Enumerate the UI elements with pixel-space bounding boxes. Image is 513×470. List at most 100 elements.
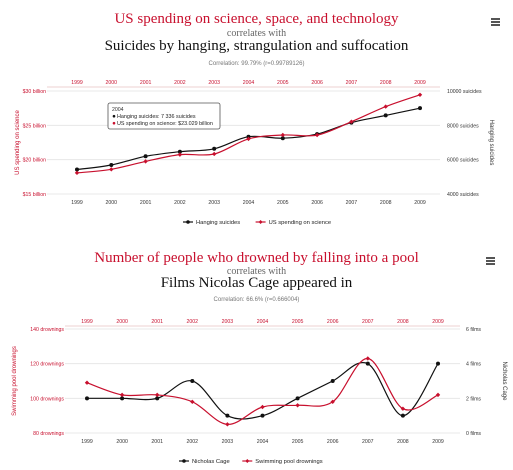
x-bottom-tick-label: 2004 bbox=[243, 200, 255, 206]
x-bottom-tick-label: 2008 bbox=[380, 200, 392, 206]
hamburger-menu-icon[interactable] bbox=[491, 18, 500, 26]
x-top-tick-label: 2003 bbox=[222, 319, 234, 325]
us-spending-on-science-point bbox=[383, 104, 388, 109]
legend-item-nicholas-cage: Nicholas Cage bbox=[192, 459, 230, 465]
x-bottom-tick-label: 1999 bbox=[71, 200, 83, 206]
hanging-suicides-point bbox=[143, 154, 148, 159]
hanging-suicides-point bbox=[75, 167, 79, 172]
swimming-pool-drownings-point bbox=[435, 392, 441, 398]
nicholas-cage-line bbox=[86, 361, 439, 420]
x-bottom-tick-label: 2001 bbox=[140, 200, 152, 206]
hanging-suicides-point bbox=[177, 149, 182, 154]
chart-title: Number of people who drowned by falling … bbox=[94, 250, 419, 266]
correlation-text: Correlation: 99.79% (r=0.99789126) bbox=[208, 61, 305, 67]
legend-item-swimming-pool-drownings: Swimming pool drownings bbox=[255, 459, 322, 465]
us-spending-on-science-point bbox=[74, 170, 80, 176]
hanging-suicides-point bbox=[383, 113, 388, 118]
nicholas-cage-point bbox=[330, 379, 335, 383]
swimming-pool-drownings-point bbox=[225, 422, 230, 427]
y-left-tick-label: $20 billion bbox=[23, 158, 46, 164]
nicholas-cage-point bbox=[190, 379, 195, 383]
x-top-tick-label: 2001 bbox=[140, 80, 152, 86]
x-bottom-tick-label: 2008 bbox=[397, 439, 409, 445]
tooltip-year: 2004 bbox=[112, 107, 124, 113]
y-right-tick-label: 2 films bbox=[466, 396, 481, 402]
hamburger-menu-icon[interactable] bbox=[486, 257, 495, 265]
x-bottom-tick-label: 2001 bbox=[151, 439, 163, 445]
x-top-tick-label: 2005 bbox=[292, 319, 304, 325]
swimming-pool-drownings-point bbox=[155, 392, 160, 398]
swimming-pool-drownings-point bbox=[119, 392, 125, 398]
y-right-tick-label: 8000 suicides bbox=[447, 123, 479, 129]
tooltip-line: Hanging suicides: 7 336 suicides bbox=[117, 114, 196, 120]
x-bottom-tick-label: 1999 bbox=[81, 439, 93, 445]
us-spending-on-science-point bbox=[314, 132, 320, 138]
x-bottom-tick-label: 2006 bbox=[327, 439, 339, 445]
tooltip-line: US spending on science: $23.029 billion bbox=[117, 121, 213, 127]
hanging-suicides-point bbox=[109, 163, 114, 168]
swimming-pool-drownings-point bbox=[295, 403, 300, 408]
us-spending-on-science-point bbox=[417, 92, 423, 97]
chart-panel-2: Number of people who drowned by falling … bbox=[0, 243, 513, 470]
legend-marker bbox=[245, 459, 250, 463]
tooltip-box bbox=[107, 102, 221, 130]
x-bottom-tick-label: 2009 bbox=[432, 439, 444, 445]
x-bottom-tick-label: 2007 bbox=[362, 439, 374, 445]
x-bottom-tick-label: 2003 bbox=[208, 200, 220, 206]
nicholas-cage-point bbox=[225, 413, 230, 418]
correlation-text: Correlation: 66.6% (r=0.666004) bbox=[213, 297, 300, 303]
x-top-tick-label: 2006 bbox=[327, 319, 339, 325]
x-bottom-tick-label: 2000 bbox=[106, 200, 118, 206]
nicholas-cage-point bbox=[120, 396, 125, 401]
y-right-tick-label: 4000 suicides bbox=[447, 192, 479, 198]
y-left-tick-label: $15 billion bbox=[23, 192, 46, 198]
legend-item-hanging-suicides: Hanging suicides bbox=[196, 220, 240, 226]
x-top-tick-label: 2008 bbox=[380, 80, 392, 86]
x-bottom-tick-label: 2006 bbox=[311, 200, 323, 206]
x-top-tick-label: 2000 bbox=[116, 319, 128, 325]
x-top-tick-label: 2002 bbox=[187, 319, 199, 325]
x-bottom-tick-label: 2000 bbox=[116, 439, 128, 445]
swimming-pool-drownings-point bbox=[260, 404, 265, 410]
swimming-pool-drownings-point bbox=[400, 406, 406, 411]
x-top-tick-label: 1999 bbox=[81, 319, 93, 325]
x-top-tick-label: 2008 bbox=[397, 319, 409, 325]
x-top-tick-label: 2001 bbox=[151, 319, 163, 325]
x-top-tick-label: 2009 bbox=[432, 319, 444, 325]
y-right-axis-title: Hanging suicides bbox=[488, 120, 494, 166]
y-right-tick-label: 6 films bbox=[466, 327, 481, 333]
y-right-tick-label: 0 films bbox=[466, 431, 481, 437]
legend-marker bbox=[182, 459, 186, 463]
chart-title: US spending on science, space, and techn… bbox=[114, 11, 399, 27]
nicholas-cage-point bbox=[155, 396, 160, 401]
nicholas-cage-point bbox=[365, 361, 370, 366]
us-spending-on-science-point bbox=[349, 119, 354, 124]
us-spending-on-science-point bbox=[280, 132, 285, 138]
y-right-axis-title: Nicholas Cage bbox=[501, 361, 507, 401]
x-bottom-tick-label: 2005 bbox=[292, 439, 304, 445]
x-top-tick-label: 2003 bbox=[208, 80, 220, 86]
y-left-axis-title: Swimming pool drownings bbox=[12, 346, 18, 416]
swimming-pool-drownings-point bbox=[330, 399, 335, 404]
nicholas-cage-point bbox=[85, 396, 89, 401]
swimming-pool-drownings-point bbox=[365, 356, 370, 361]
chart-connector: correlates with bbox=[226, 266, 287, 277]
tooltip-bullet bbox=[112, 114, 116, 118]
x-bottom-tick-label: 2002 bbox=[187, 439, 199, 445]
x-top-tick-label: 2007 bbox=[362, 319, 374, 325]
x-top-tick-label: 2000 bbox=[106, 80, 118, 86]
x-top-tick-label: 1999 bbox=[71, 80, 83, 86]
hanging-suicides-point bbox=[280, 136, 285, 141]
x-top-tick-label: 2005 bbox=[277, 80, 289, 86]
us-spending-on-science-point bbox=[143, 159, 148, 164]
x-bottom-tick-label: 2005 bbox=[277, 200, 289, 206]
chart-connector: correlates with bbox=[226, 28, 287, 39]
swimming-pool-drownings-point bbox=[190, 399, 195, 404]
y-right-tick-label: 10000 suicides bbox=[447, 89, 482, 95]
nicholas-cage-point bbox=[400, 413, 405, 418]
y-left-tick-label: 140 drownings bbox=[30, 327, 64, 333]
chart-subtitle: Suicides by hanging, strangulation and s… bbox=[104, 38, 409, 54]
x-bottom-tick-label: 2009 bbox=[414, 200, 426, 206]
x-top-tick-label: 2006 bbox=[311, 80, 323, 86]
tooltip-bullet bbox=[112, 121, 116, 125]
